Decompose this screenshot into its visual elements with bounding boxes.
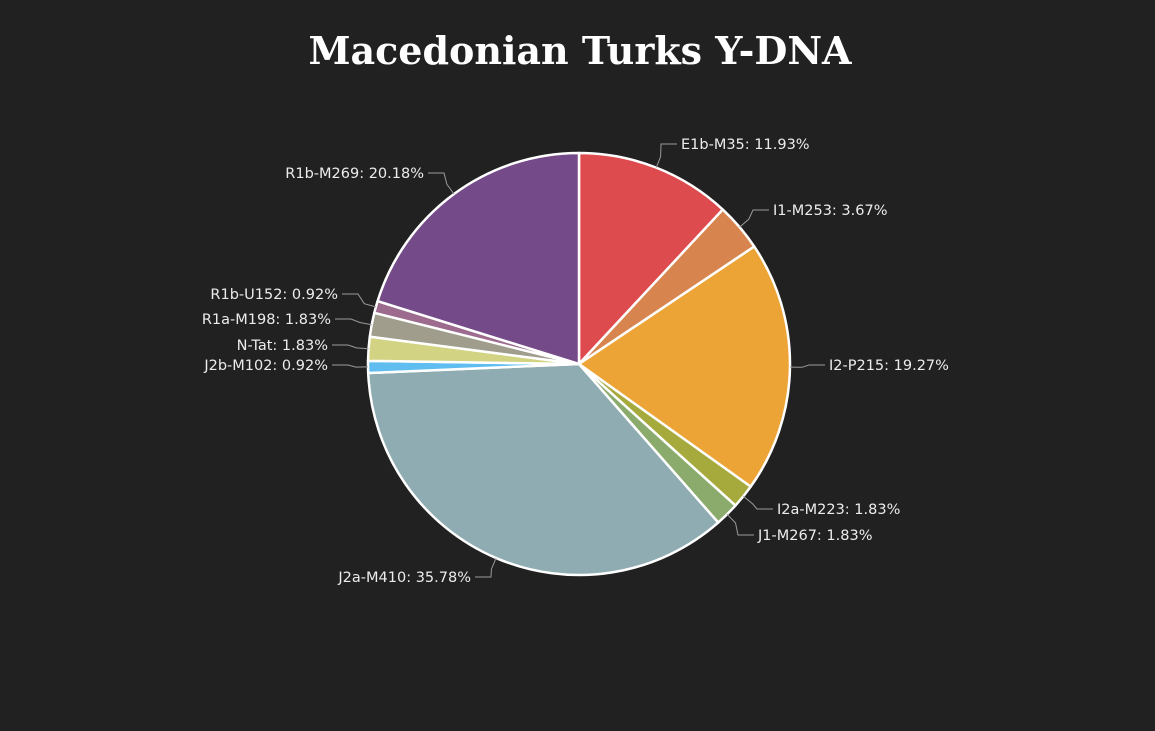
leader-line-i1-m253: [739, 209, 769, 228]
leader-line-r1b-u152: [342, 293, 377, 308]
leader-line-i2-p215: [789, 364, 825, 368]
slice-label-i2-p215: I2-P215: 19.27%: [829, 358, 949, 374]
leader-line-n-tat: [332, 344, 369, 350]
pie-slice-i2-p215[interactable]: [577, 245, 792, 488]
leader-line-r1a-m198: [335, 318, 372, 326]
leader-line-i2a-m223: [743, 495, 773, 510]
leader-line-e1b-m35: [655, 143, 677, 168]
slice-label-i2a-m223: I2a-M223: 1.83%: [777, 502, 900, 518]
leader-line-r1b-m269: [428, 172, 455, 195]
pie-slice-e1b-m35[interactable]: [577, 151, 725, 366]
slice-labels: E1b-M35: 11.93% I1-M253: 3.67% I2-P215: 19…: [202, 137, 949, 586]
slice-label-r1b-m269: R1b-M269: 20.18%: [285, 166, 424, 182]
slice-label-j1-m267: J1-M267: 1.83%: [757, 528, 872, 544]
chart-title: Macedonian Turks Y-DNA: [308, 28, 852, 73]
slice-label-e1b-m35: E1b-M35: 11.93%: [681, 137, 810, 153]
slice-label-j2a-m410: J2a-M410: 35.78%: [337, 570, 471, 586]
slice-label-j2b-m102: J2b-M102: 0.92%: [203, 358, 328, 374]
slice-label-n-tat: N-Tat: 1.83%: [237, 338, 328, 354]
label-leaders: [332, 143, 825, 578]
slice-label-r1a-m198: R1a-M198: 1.83%: [202, 312, 331, 328]
pie-slice-r1b-m269[interactable]: [376, 151, 581, 366]
pie-slices: [366, 151, 792, 577]
slice-label-i1-m253: I1-M253: 3.67%: [773, 203, 887, 219]
slice-label-r1b-u152: R1b-U152: 0.92%: [210, 287, 338, 303]
leader-line-j2b-m102: [332, 364, 369, 368]
leader-line-j1-m267: [726, 513, 754, 536]
leader-line-j2a-m410: [475, 557, 497, 578]
